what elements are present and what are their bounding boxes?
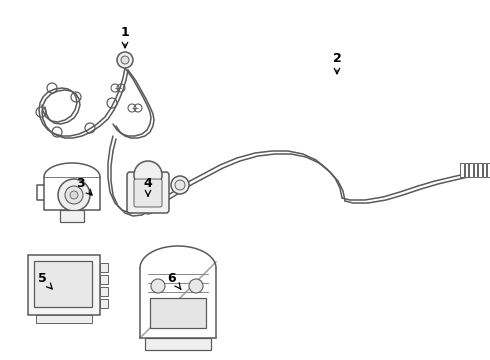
Text: 5: 5 bbox=[38, 271, 52, 289]
FancyBboxPatch shape bbox=[134, 179, 162, 207]
Bar bbox=[469, 163, 472, 177]
Bar bbox=[465, 163, 468, 177]
Bar bbox=[34, 261, 92, 307]
Bar bbox=[473, 163, 477, 177]
Bar bbox=[478, 163, 482, 177]
Circle shape bbox=[151, 279, 165, 293]
Circle shape bbox=[171, 176, 189, 194]
Text: 1: 1 bbox=[121, 26, 129, 48]
Circle shape bbox=[65, 186, 83, 204]
Bar bbox=[150, 298, 206, 328]
Text: 3: 3 bbox=[75, 176, 92, 195]
Circle shape bbox=[117, 52, 133, 68]
Bar bbox=[100, 299, 108, 308]
Bar bbox=[100, 263, 108, 272]
Bar bbox=[145, 338, 211, 350]
Text: 4: 4 bbox=[144, 176, 152, 196]
Circle shape bbox=[121, 56, 129, 64]
Circle shape bbox=[58, 179, 90, 211]
Circle shape bbox=[189, 279, 203, 293]
Circle shape bbox=[70, 191, 78, 199]
Text: 2: 2 bbox=[333, 51, 342, 74]
Bar bbox=[36, 315, 92, 323]
Bar bbox=[100, 275, 108, 284]
Bar bbox=[483, 163, 486, 177]
Bar bbox=[487, 163, 490, 177]
Text: 6: 6 bbox=[168, 271, 181, 289]
FancyBboxPatch shape bbox=[127, 172, 169, 213]
Bar bbox=[28, 255, 100, 315]
Bar bbox=[460, 163, 464, 177]
Circle shape bbox=[175, 180, 185, 190]
Bar bbox=[60, 210, 84, 222]
Circle shape bbox=[134, 161, 162, 189]
Bar bbox=[100, 287, 108, 296]
